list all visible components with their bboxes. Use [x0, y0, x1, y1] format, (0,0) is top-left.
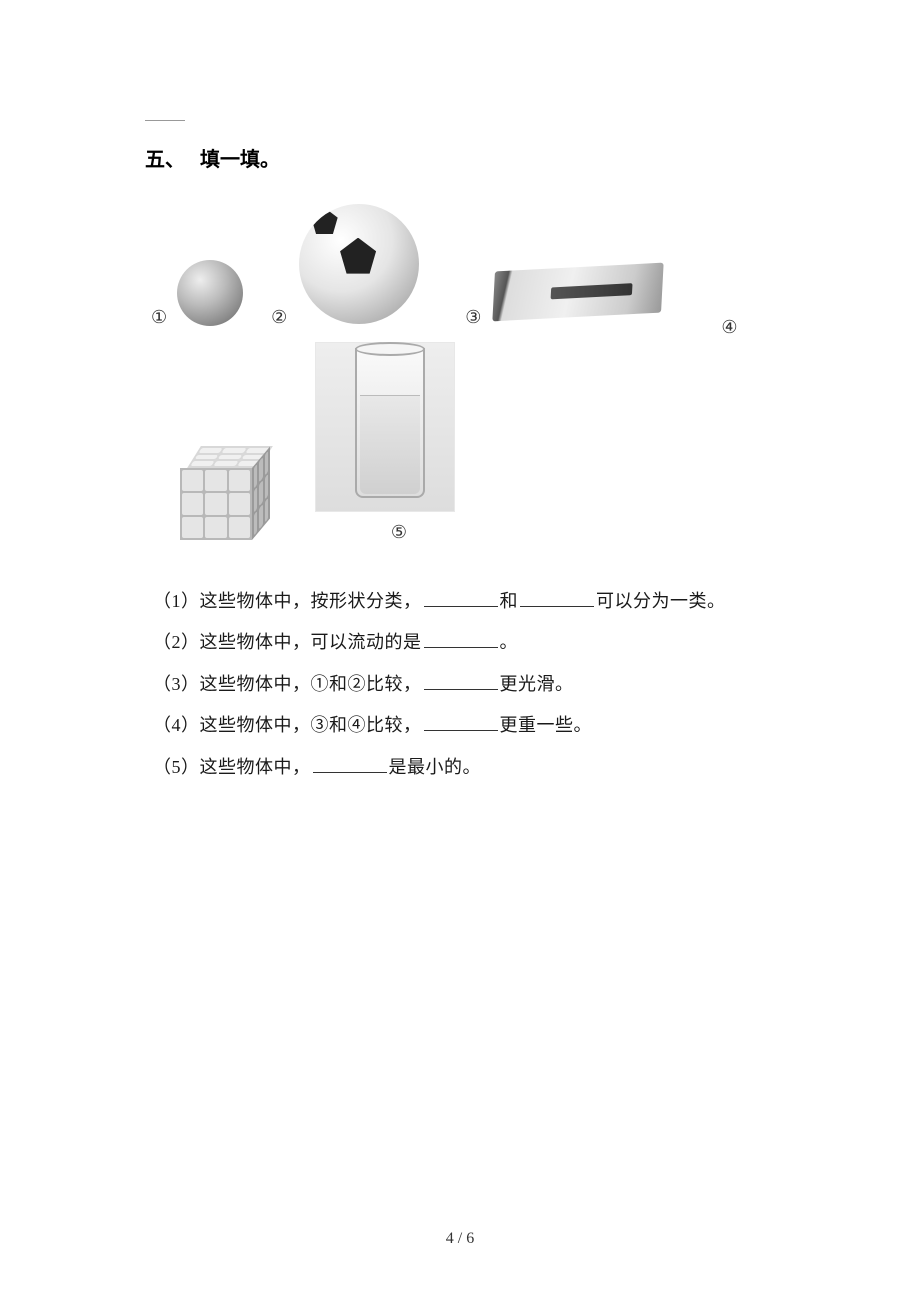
item-1-label: ① [151, 307, 167, 328]
basketball-image [175, 258, 245, 328]
item-1: ① [151, 258, 245, 328]
q4-suffix: 更重一些。 [500, 715, 593, 735]
q3-blank[interactable] [424, 670, 498, 690]
page-total: 6 [466, 1230, 474, 1247]
section-number: 五、 [145, 149, 185, 171]
item-4 [175, 443, 275, 543]
q4-blank[interactable] [424, 711, 498, 731]
q1-blank-1[interactable] [424, 587, 498, 607]
items-row-1: ① ② ③ ④ [151, 200, 775, 338]
q2-blank[interactable] [424, 629, 498, 649]
q5-blank[interactable] [313, 753, 387, 773]
page-sep: / [454, 1230, 466, 1247]
q2-prefix: （2）这些物体中，可以流动的是 [153, 632, 422, 652]
q1-prefix: （1）这些物体中，按形状分类， [153, 591, 422, 611]
eraser-image [489, 256, 667, 328]
question-5: （5）这些物体中， 是最小的。 [153, 747, 775, 788]
q3-suffix: 更光滑。 [500, 674, 574, 694]
q1-mid: 和 [500, 591, 519, 611]
q3-prefix: （3）这些物体中，①和②比较， [153, 674, 422, 694]
section-heading: 五、 填一填。 [145, 143, 775, 172]
rubiks-cube-image [175, 443, 275, 543]
question-list: （1）这些物体中，按形状分类， 和 可以分为一类。 （2）这些物体中，可以流动的是 。… [153, 581, 775, 788]
question-4: （4）这些物体中，③和④比较， 更重一些。 [153, 705, 775, 746]
soccer-ball-image [295, 200, 423, 328]
q1-suffix: 可以分为一类。 [596, 591, 726, 611]
q5-prefix: （5）这些物体中， [153, 757, 311, 777]
q2-suffix: 。 [500, 632, 519, 652]
item-3-label: ③ [465, 307, 481, 328]
header-rule [145, 120, 185, 121]
q1-blank-2[interactable] [520, 587, 594, 607]
item-5-label: ⑤ [391, 522, 407, 543]
water-glass-image [335, 348, 445, 516]
question-2: （2）这些物体中，可以流动的是 。 [153, 622, 775, 663]
page-current: 4 [446, 1230, 454, 1247]
item-2: ② [271, 200, 423, 328]
items-row-2: ⑤ [175, 348, 775, 553]
item-4-label: ④ [721, 317, 737, 338]
question-3: （3）这些物体中，①和②比较， 更光滑。 [153, 664, 775, 705]
q4-prefix: （4）这些物体中，③和④比较， [153, 715, 422, 735]
item-2-label: ② [271, 307, 287, 328]
item-3: ③ [465, 256, 667, 328]
page-number: 4 / 6 [0, 1230, 920, 1248]
question-1: （1）这些物体中，按形状分类， 和 可以分为一类。 [153, 581, 775, 622]
q5-suffix: 是最小的。 [389, 757, 482, 777]
item-5: ⑤ [335, 348, 445, 543]
section-title: 填一填。 [200, 149, 280, 171]
